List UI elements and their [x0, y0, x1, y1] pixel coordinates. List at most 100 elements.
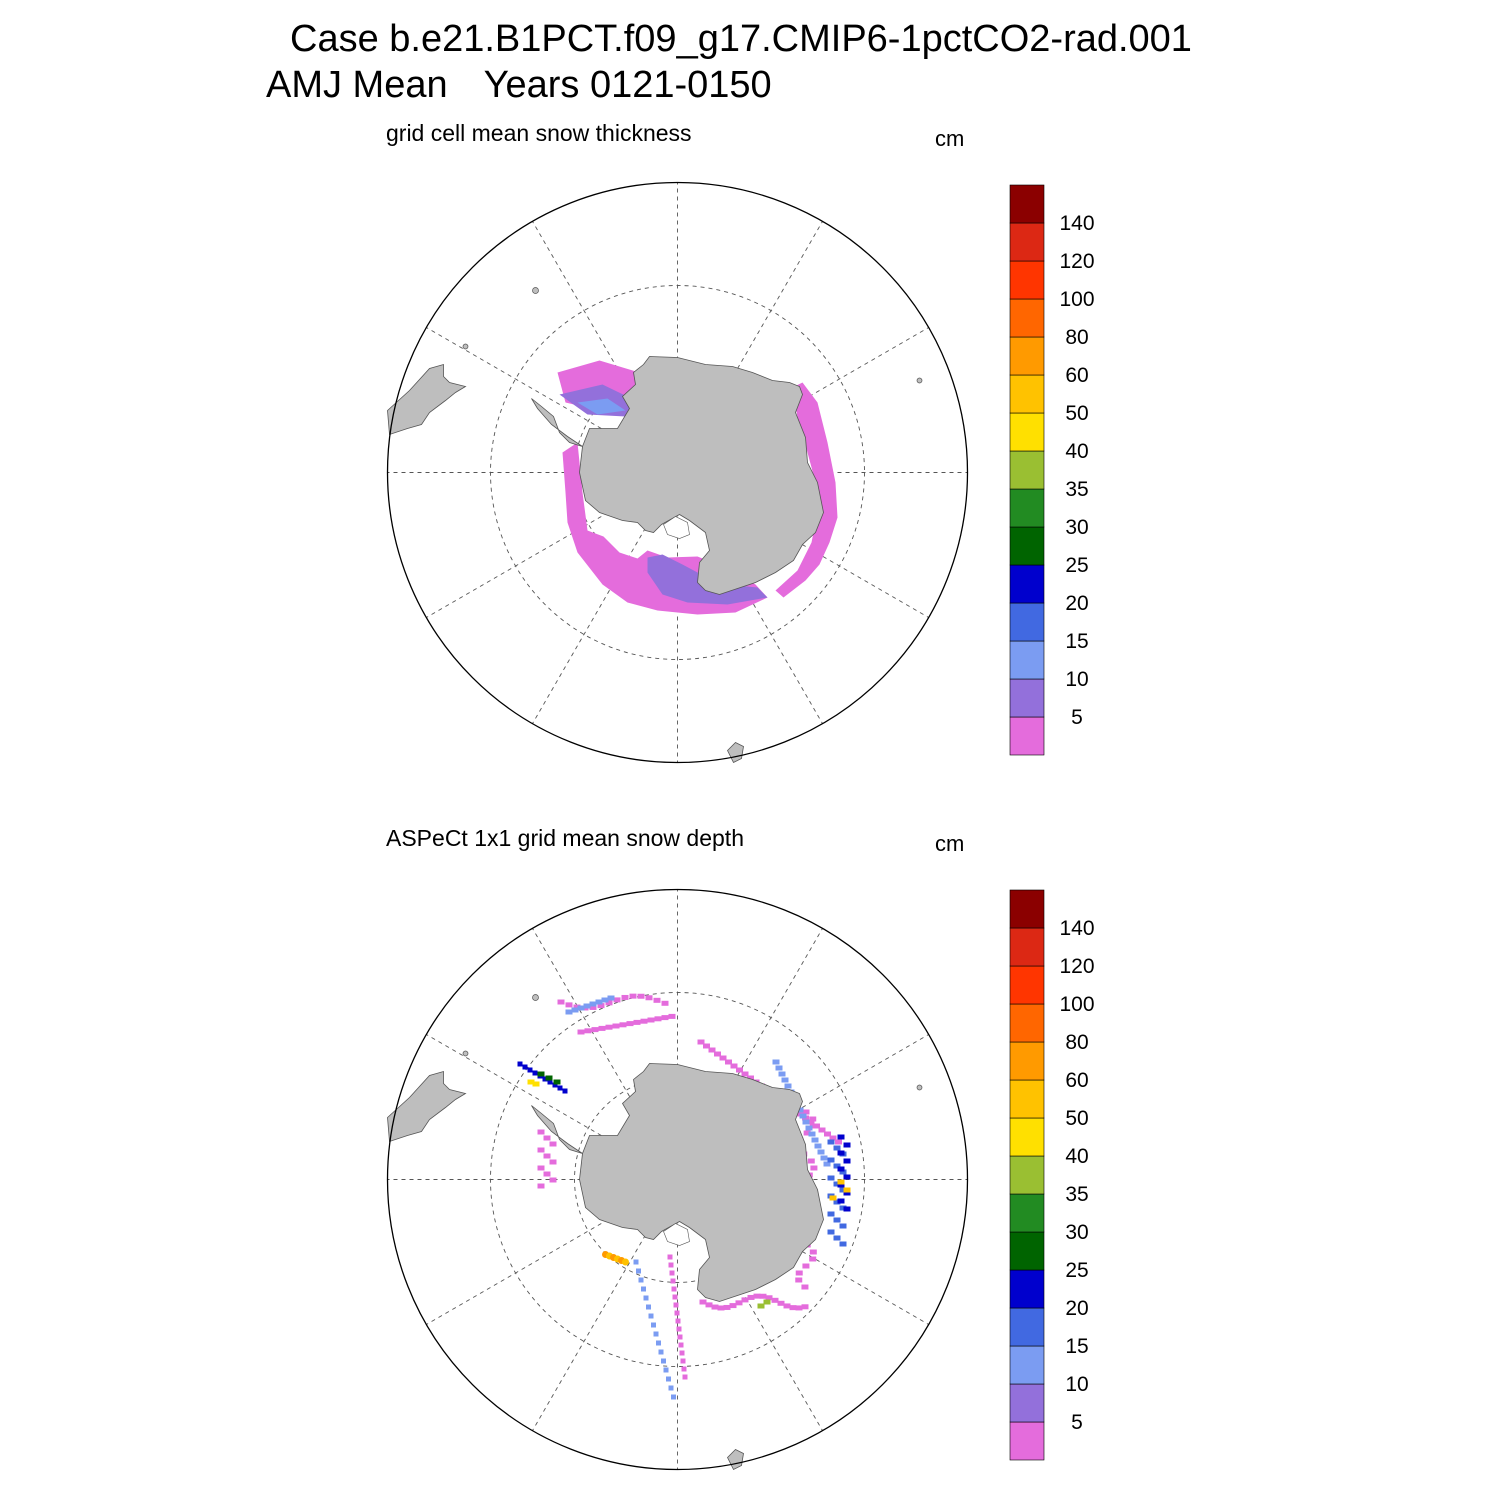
observation-cell	[817, 1149, 825, 1155]
observation-cell	[837, 1134, 845, 1140]
observation-cell	[595, 999, 603, 1005]
observation-cell	[839, 1223, 847, 1229]
observation-cell	[827, 1211, 835, 1217]
observation-cell	[843, 1190, 851, 1196]
observation-cell	[833, 1181, 841, 1187]
panel1-title: grid cell mean snow thickness	[386, 120, 692, 146]
colorbar-level-label: 80	[1065, 326, 1088, 349]
observation-cell	[837, 1198, 845, 1204]
observation-cell	[612, 1023, 620, 1029]
observation-cell	[637, 993, 645, 999]
observation-cell	[777, 1300, 785, 1306]
colorbar-level-label: 30	[1065, 1221, 1088, 1244]
observation-cell	[577, 1005, 585, 1011]
colorbar-level-label: 35	[1065, 478, 1088, 501]
island	[916, 377, 923, 384]
season-label: AMJ Mean	[266, 64, 448, 106]
observation-cell	[673, 1302, 679, 1308]
observation-cell	[808, 1131, 816, 1137]
observation-cell	[629, 993, 637, 999]
colorbar-level-label: 15	[1065, 630, 1088, 653]
observation-cell	[837, 1166, 845, 1172]
observation-cell	[814, 1143, 822, 1149]
colorbar-swatch	[1009, 298, 1045, 338]
observation-cell	[795, 1277, 803, 1283]
observation-cell	[809, 1256, 817, 1262]
observation-cell	[527, 1079, 535, 1085]
antarctica-landmass	[579, 1063, 824, 1302]
map1-boundary	[386, 181, 969, 764]
colorbar-swatch	[1009, 564, 1045, 604]
colorbar-level-label: 80	[1065, 1031, 1088, 1054]
observation-cell	[837, 1150, 845, 1156]
observation-cell	[552, 1082, 558, 1088]
colorbar-level-label: 100	[1059, 288, 1094, 311]
colorbar-swatch	[1009, 927, 1045, 967]
observation-cell	[670, 1278, 676, 1284]
observation-cell	[626, 1021, 634, 1027]
colorbar-swatch	[1009, 1345, 1045, 1385]
colorbar-level-label: 120	[1059, 955, 1094, 978]
observation-cell	[813, 1123, 820, 1129]
observation-cell	[667, 1254, 673, 1260]
observation-cell	[666, 1376, 671, 1382]
observation-cell	[583, 1003, 591, 1009]
observation-cell	[802, 1119, 810, 1125]
observation-cell	[795, 1305, 803, 1311]
observation-cell	[843, 1158, 851, 1164]
observation-cell	[549, 1177, 557, 1183]
observation-cell	[823, 1161, 831, 1167]
observation-cell	[638, 1277, 644, 1283]
observation-cell	[781, 1077, 789, 1083]
observation-cell	[661, 1358, 666, 1364]
colorbar-swatch	[1009, 1269, 1045, 1309]
observation-cell	[543, 1135, 551, 1141]
antarctic-peninsula	[531, 1105, 583, 1154]
observation-cell	[802, 1263, 810, 1269]
observation-cell	[522, 1064, 528, 1070]
south-america-tip	[387, 363, 467, 436]
observation-cell	[653, 1331, 659, 1337]
observation-cell	[827, 1157, 835, 1163]
colorbar-swatch	[1009, 184, 1045, 224]
new-zealand-tip	[727, 1449, 744, 1471]
observation-cell	[648, 1313, 654, 1319]
observation-cell	[640, 1018, 648, 1024]
observation-cell	[833, 1199, 841, 1205]
observation-cell	[543, 1171, 551, 1177]
observation-cell	[641, 1286, 646, 1292]
observation-cell	[622, 1258, 629, 1266]
observation-cell	[549, 1159, 557, 1165]
island	[532, 994, 539, 1001]
colorbar-level-label: 140	[1059, 917, 1094, 940]
observation-cell	[708, 1047, 716, 1053]
observation-cell	[725, 1059, 732, 1065]
colorbar-swatch	[1009, 336, 1045, 376]
observation-cell	[663, 1367, 669, 1373]
colorbar-swatch	[1009, 450, 1045, 490]
observation-cell	[833, 1163, 841, 1169]
observation-cell	[661, 1000, 669, 1006]
observation-cell	[517, 1061, 523, 1067]
observation-cell	[789, 1305, 797, 1311]
colorbar-level-label: 60	[1065, 1069, 1088, 1092]
colorbar-level-label: 40	[1065, 440, 1088, 463]
observation-cell	[730, 1063, 738, 1069]
observation-cell	[636, 1268, 641, 1274]
observation-cell	[837, 1182, 845, 1188]
colorbar-level-label: 140	[1059, 212, 1094, 235]
observation-cell	[839, 1169, 847, 1175]
observation-cell	[759, 1293, 767, 1299]
panel2-colorbar: 5 10 15 20 25 30 35 40 50 60 80 100 120 140	[1009, 889, 1095, 1461]
colorbar-level-label: 60	[1065, 364, 1088, 387]
observation-cell	[674, 1310, 680, 1316]
observation-cell	[562, 1088, 568, 1094]
observation-cell	[681, 1366, 687, 1372]
observation-cell	[772, 1059, 780, 1065]
observation-cell	[672, 1294, 678, 1300]
observation-cell	[820, 1155, 828, 1161]
observation-cell	[723, 1304, 731, 1310]
colorbar-level-label: 50	[1065, 1107, 1088, 1130]
colorbar-swatch	[1009, 640, 1045, 680]
observation-cell	[557, 1085, 563, 1091]
